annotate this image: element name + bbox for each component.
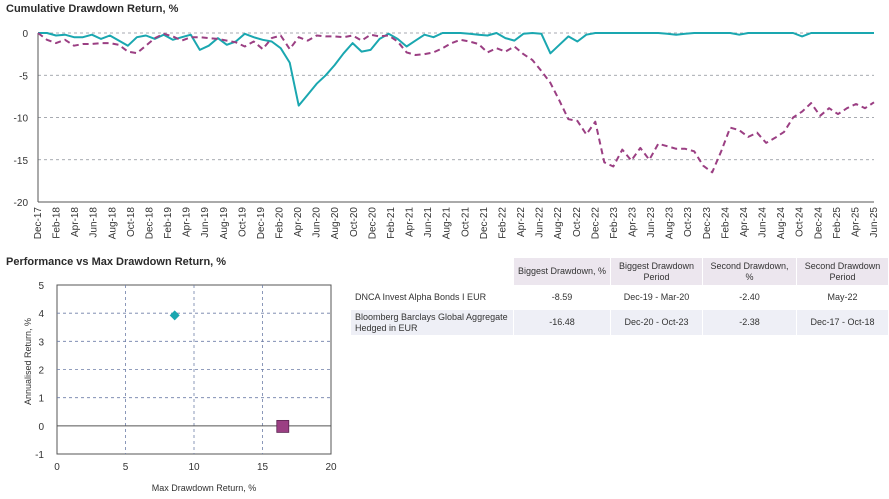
- x-tick-label: Aug-18: [107, 207, 118, 240]
- series-line-dnca: [38, 32, 874, 107]
- x-tick-label: 15: [257, 462, 269, 473]
- y-tick-label: 2: [38, 366, 44, 377]
- x-tick-label: Aug-20: [330, 207, 341, 240]
- x-tick-label: Feb-20: [275, 207, 286, 239]
- x-tick-label: Aug-19: [219, 207, 230, 240]
- x-tick-label: Apr-20: [293, 207, 304, 237]
- x-tick-label: Jun-21: [423, 207, 434, 238]
- series-line-bloomberg: [37, 32, 875, 174]
- x-tick-label: Apr-19: [182, 207, 193, 237]
- x-tick-label: Apr-23: [627, 207, 638, 237]
- y-tick-label: 3: [38, 337, 44, 348]
- x-tick-label: Jun-24: [758, 207, 769, 238]
- x-tick-label: Dec-19: [256, 207, 267, 240]
- y-tick-label: -10: [14, 114, 29, 125]
- table-cell: -2.40: [702, 285, 797, 310]
- drawdown-table: Biggest Drawdown, % Biggest Drawdown Per…: [351, 258, 889, 335]
- table-cell: Dec-17 - Oct-18: [796, 310, 889, 335]
- table-header-cell: Second Drawdown, %: [702, 258, 797, 285]
- y-tick-label: -15: [14, 156, 29, 167]
- x-tick-label: Jun-22: [535, 207, 546, 238]
- x-tick-label: Dec-21: [479, 207, 490, 240]
- x-tick-label: Feb-25: [832, 207, 843, 239]
- y-tick-label: 1: [38, 394, 44, 405]
- x-tick-label: Feb-21: [386, 207, 397, 239]
- x-tick-label: 10: [188, 462, 200, 473]
- x-tick-label: Oct-20: [349, 207, 360, 237]
- y-tick-label: 5: [38, 281, 44, 292]
- x-tick-label: Dec-18: [144, 207, 155, 240]
- table-row: DNCA Invest Alpha Bonds I EUR -8.59 Dec-…: [351, 285, 889, 310]
- x-tick-label: Oct-18: [126, 207, 137, 237]
- x-tick-label: Feb-19: [163, 207, 174, 239]
- x-tick-label: 0: [54, 462, 60, 473]
- x-tick-label: Feb-23: [609, 207, 620, 239]
- x-tick-label: Oct-21: [460, 207, 471, 237]
- x-tick-label: Apr-21: [405, 207, 416, 237]
- x-tick-label: Apr-24: [739, 207, 750, 237]
- table-row: Bloomberg Barclays Global Aggregate Hedg…: [351, 310, 889, 335]
- table-header-row: Biggest Drawdown, % Biggest Drawdown Per…: [351, 258, 889, 285]
- x-tick-label: 20: [325, 462, 337, 473]
- x-tick-label: 5: [123, 462, 129, 473]
- x-tick-label: Aug-21: [442, 207, 453, 240]
- x-tick-label: Oct-19: [237, 207, 248, 237]
- table-cell: -8.59: [513, 285, 611, 310]
- x-axis-label: Max Drawdown Return, %: [152, 483, 257, 493]
- x-tick-label: Oct-24: [795, 207, 806, 237]
- y-tick-label: 0: [22, 29, 28, 40]
- y-tick-label: -1: [35, 450, 44, 461]
- x-tick-label: Aug-23: [665, 207, 676, 240]
- y-tick-label: -20: [14, 198, 29, 209]
- table-header-cell: Biggest Drawdown, %: [513, 258, 611, 285]
- table-cell: -16.48: [513, 310, 611, 335]
- x-tick-label: Dec-23: [702, 207, 713, 240]
- scatter-point-bloomberg: [276, 419, 290, 433]
- x-tick-label: Feb-22: [497, 207, 508, 239]
- scatter-chart-title: Performance vs Max Drawdown Return, %: [6, 256, 227, 268]
- x-tick-label: Oct-22: [572, 207, 583, 237]
- x-tick-label: Apr-22: [516, 207, 527, 237]
- table-header-cell: Biggest Drawdown Period: [610, 258, 703, 285]
- x-tick-label: Jun-25: [869, 207, 880, 238]
- table-cell: DNCA Invest Alpha Bonds I EUR: [351, 285, 514, 310]
- drawdown-chart-title: Cumulative Drawdown Return, %: [6, 3, 179, 15]
- x-tick-label: Jun-18: [89, 207, 100, 238]
- x-tick-label: Dec-17: [33, 207, 44, 240]
- scatter-point-dnca: [169, 310, 180, 321]
- table-cell: Dec-20 - Oct-23: [610, 310, 703, 335]
- x-tick-label: Feb-24: [720, 207, 731, 239]
- table-cell: -2.38: [702, 310, 797, 335]
- x-tick-label: Dec-20: [367, 207, 378, 240]
- x-tick-label: Apr-18: [70, 207, 81, 237]
- x-tick-label: Jun-23: [646, 207, 657, 238]
- table-cell: Dec-19 - Mar-20: [610, 285, 703, 310]
- x-tick-label: Dec-24: [813, 207, 824, 240]
- x-tick-label: Dec-22: [590, 207, 601, 240]
- table-header-cell: Second Drawdown Period: [796, 258, 889, 285]
- y-tick-label: -5: [19, 71, 28, 82]
- y-tick-label: 4: [38, 309, 44, 320]
- x-tick-label: Oct-23: [683, 207, 694, 237]
- table-header-cell: [351, 258, 514, 285]
- y-tick-label: 0: [38, 422, 44, 433]
- x-tick-label: Feb-18: [52, 207, 63, 239]
- y-axis-label: Annualised Return, %: [23, 318, 33, 405]
- x-tick-label: Apr-25: [850, 207, 861, 237]
- x-tick-label: Jun-20: [312, 207, 323, 238]
- table-cell: Bloomberg Barclays Global Aggregate Hedg…: [351, 310, 514, 335]
- x-tick-label: Aug-24: [776, 207, 787, 240]
- x-tick-label: Aug-22: [553, 207, 564, 240]
- table-cell: May-22: [796, 285, 889, 310]
- x-tick-label: Jun-19: [200, 207, 211, 238]
